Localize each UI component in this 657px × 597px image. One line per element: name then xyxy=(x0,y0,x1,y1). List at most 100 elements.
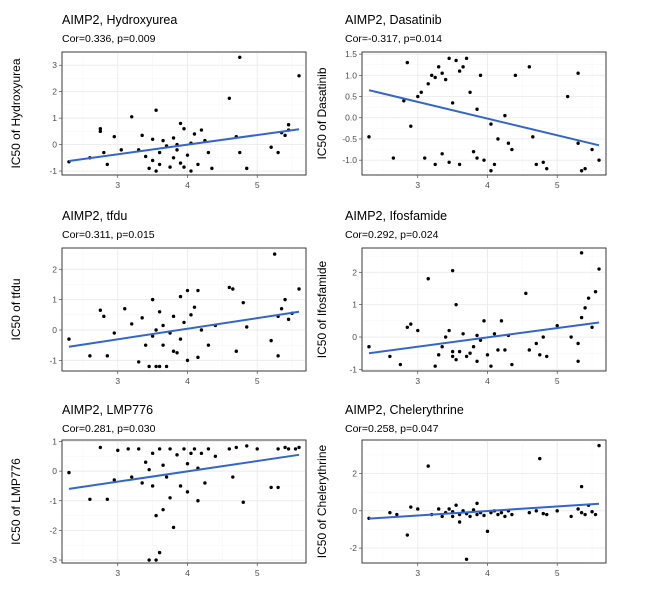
scatter-panel-1: 3 4 5 -1 0 1 2 3 AIMP2, Hydroxyurea Cor=0.336, p=… xyxy=(9,13,307,190)
data-point xyxy=(185,358,190,363)
data-point xyxy=(492,162,497,167)
data-point xyxy=(416,94,420,99)
data-point xyxy=(489,510,493,515)
scatter-panel-4: 3 4 5 -1 0 1 2 AIMP2, Ifosfamide Cor=0.292, p=0.… xyxy=(315,209,607,386)
data-point xyxy=(157,364,162,369)
data-point xyxy=(555,323,559,328)
data-point xyxy=(538,456,542,461)
data-point xyxy=(130,475,134,479)
data-point xyxy=(489,169,493,173)
data-point xyxy=(496,348,500,352)
data-point xyxy=(150,158,155,163)
data-point xyxy=(175,351,179,355)
data-point xyxy=(171,349,176,353)
panel-border xyxy=(361,51,607,176)
data-point xyxy=(576,507,580,511)
data-point xyxy=(185,462,190,466)
data-point xyxy=(464,354,469,359)
correlation-stat: Cor=0.311, p=0.015 xyxy=(62,229,155,241)
data-point xyxy=(182,165,186,169)
data-point xyxy=(143,343,148,347)
data-point xyxy=(245,166,249,171)
data-point xyxy=(405,325,410,330)
data-point xyxy=(524,291,528,296)
y-tick-label: 0.0 xyxy=(345,113,357,123)
data-point xyxy=(178,161,183,165)
data-point xyxy=(161,138,165,143)
data-point xyxy=(161,323,165,328)
data-point xyxy=(199,451,204,456)
data-point xyxy=(569,335,573,339)
panel-title: AIMP2, Chelerythrine xyxy=(345,403,464,417)
regression-line xyxy=(368,321,600,355)
data-point xyxy=(279,307,284,311)
data-point xyxy=(297,74,301,78)
data-point xyxy=(440,345,444,349)
panel-border xyxy=(361,439,607,564)
data-point xyxy=(147,467,151,472)
data-point xyxy=(436,507,441,511)
data-point xyxy=(398,362,403,367)
y-tick-label: 2 xyxy=(352,469,357,479)
panel-border xyxy=(61,439,307,564)
y-tick-label: 0 xyxy=(52,466,57,476)
data-point xyxy=(171,156,176,160)
panel-background xyxy=(61,247,307,372)
data-point xyxy=(182,127,186,131)
data-point xyxy=(196,355,200,360)
data-point xyxy=(206,150,211,155)
data-point xyxy=(286,317,291,322)
data-point xyxy=(555,509,559,513)
data-point xyxy=(576,71,580,75)
data-point xyxy=(116,448,120,453)
data-point xyxy=(475,107,479,111)
data-point xyxy=(175,453,179,457)
y-tick-label: 1 xyxy=(352,300,357,310)
data-point xyxy=(447,56,451,61)
data-point xyxy=(405,60,410,65)
x-tick-label: 3 xyxy=(415,376,420,386)
data-point xyxy=(450,514,455,519)
data-point xyxy=(130,322,134,326)
data-point xyxy=(241,300,245,305)
correlation-stat: Cor=0.281, p=0.030 xyxy=(62,423,156,435)
data-point xyxy=(531,135,535,139)
y-axis-label: IC50 of Chelerythrine xyxy=(315,444,329,558)
data-point xyxy=(569,514,573,519)
data-point xyxy=(510,362,514,367)
data-point xyxy=(579,169,584,173)
data-point xyxy=(471,508,476,512)
data-point xyxy=(154,108,158,112)
data-point xyxy=(206,447,211,451)
data-point xyxy=(297,445,301,450)
data-point xyxy=(231,475,235,479)
panel-background xyxy=(61,51,307,176)
y-tick-label: -1.0 xyxy=(342,155,357,165)
data-point xyxy=(178,121,183,126)
data-point xyxy=(541,335,545,339)
data-point xyxy=(416,507,420,511)
data-point xyxy=(171,136,176,140)
data-point xyxy=(457,69,462,73)
data-point xyxy=(227,96,232,100)
x-tick-label: 3 xyxy=(115,376,120,386)
data-point xyxy=(475,512,479,517)
y-axis-label: IC50 of Hydroxyurea xyxy=(9,58,23,168)
data-point xyxy=(140,316,144,320)
data-point xyxy=(185,153,190,157)
data-point xyxy=(440,514,444,519)
data-point xyxy=(182,447,186,451)
x-tick-label: 4 xyxy=(485,180,490,190)
data-point xyxy=(454,357,458,362)
x-tick-label: 4 xyxy=(485,376,490,386)
data-point xyxy=(527,65,532,69)
data-point xyxy=(105,354,110,358)
data-point xyxy=(147,364,151,369)
correlation-stat: Cor=0.336, p=0.009 xyxy=(62,33,156,45)
data-point xyxy=(157,162,162,167)
data-point xyxy=(154,364,158,369)
data-point xyxy=(171,314,176,319)
scatter-panel-3: 3 4 5 -1 0 1 2 AIMP2, tfdu Cor=0.311, p=0.015 IC5… xyxy=(9,209,307,386)
data-point xyxy=(241,500,245,504)
